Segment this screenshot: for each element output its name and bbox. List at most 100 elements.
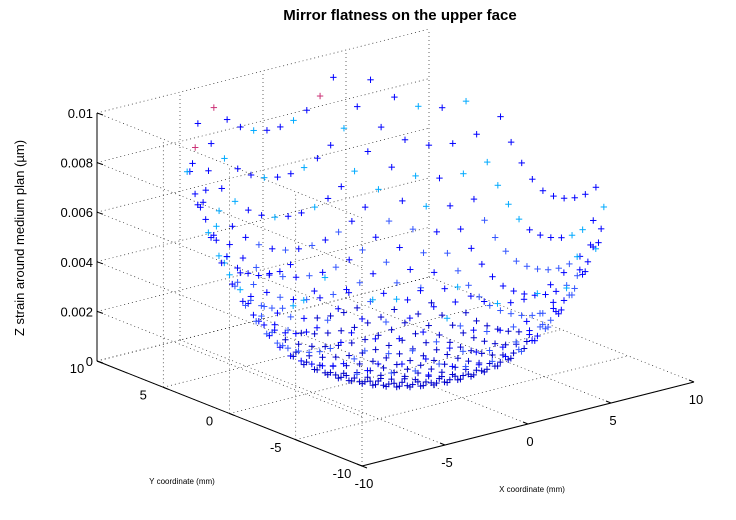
- surface-point: [351, 355, 358, 363]
- surface-point: [372, 234, 379, 241]
- surface-point: [300, 315, 308, 322]
- surface-point: [356, 378, 363, 385]
- surface-point: [226, 271, 233, 278]
- surface-point: [261, 174, 268, 181]
- surface-point: [443, 379, 451, 386]
- surface-point: [584, 258, 592, 265]
- surface-point: [311, 366, 318, 373]
- surface-point: [443, 315, 451, 322]
- surface-point: [491, 234, 499, 241]
- surface-point: [183, 168, 191, 175]
- surface-point: [348, 329, 355, 337]
- surface-point: [316, 92, 324, 100]
- surface-point: [396, 350, 403, 358]
- surface-point: [239, 298, 247, 305]
- surface-point: [425, 371, 432, 379]
- surface-point: [430, 303, 437, 310]
- surface-point: [298, 329, 305, 337]
- surface-point: [401, 136, 409, 143]
- surface-point: [382, 383, 390, 390]
- x-tick-label: 5: [609, 413, 616, 428]
- surface-point: [290, 117, 297, 124]
- surface-point: [205, 229, 212, 236]
- surface-point: [391, 306, 398, 313]
- surface-point: [462, 309, 470, 316]
- surface-point: [409, 225, 417, 233]
- surface-point: [388, 163, 395, 171]
- surface-point: [287, 261, 294, 268]
- surface-point: [550, 192, 557, 200]
- surface-point: [441, 378, 448, 386]
- surface-point: [579, 271, 586, 278]
- surface-point: [348, 339, 355, 347]
- surface-point: [422, 339, 430, 346]
- surface-point: [375, 332, 382, 339]
- surface-point: [353, 304, 361, 312]
- surface-point: [361, 203, 369, 211]
- z-tick-label: 0.006: [60, 205, 93, 220]
- x-tick-mark: [522, 421, 529, 425]
- surface-point: [359, 246, 366, 254]
- surface-point: [202, 216, 209, 223]
- surface-point: [369, 382, 377, 389]
- surface-point: [321, 369, 329, 377]
- x-tick-mark: [439, 442, 446, 446]
- surface-point: [364, 148, 372, 155]
- x-tick-label: 0: [526, 434, 533, 449]
- surface-point: [470, 195, 478, 203]
- surface-point: [284, 344, 292, 352]
- surface-point: [417, 362, 424, 369]
- surface-point: [274, 309, 281, 317]
- surface-point: [282, 246, 289, 254]
- y-tick-mark: [229, 413, 235, 416]
- surface-point: [483, 322, 491, 329]
- surface-point: [303, 296, 310, 303]
- surface-point: [274, 173, 281, 181]
- surface-point: [404, 296, 411, 304]
- surface-point: [393, 383, 400, 391]
- surface-point: [382, 318, 390, 326]
- surface-point: [377, 313, 385, 321]
- surface-point: [526, 331, 533, 338]
- surface-point: [202, 186, 209, 194]
- surface-point: [520, 345, 528, 352]
- surface-point: [327, 312, 334, 320]
- surface-point: [218, 185, 225, 192]
- surface-point: [451, 373, 459, 380]
- surface-point: [459, 372, 467, 379]
- surface-point: [388, 375, 395, 383]
- surface-point: [322, 236, 329, 244]
- surface-point: [316, 348, 323, 355]
- surface-point: [335, 228, 342, 236]
- surface-point: [327, 142, 334, 149]
- surface-point: [380, 382, 387, 389]
- surface-point: [521, 290, 528, 298]
- surface-point: [515, 328, 523, 336]
- surface-point: [366, 377, 374, 385]
- surface-point: [303, 107, 310, 114]
- surface-point: [311, 330, 318, 338]
- surface-point: [237, 269, 244, 277]
- surface-point: [215, 207, 223, 215]
- surface-point: [478, 367, 485, 375]
- surface-point: [542, 291, 549, 298]
- z-tick-label: 0.008: [60, 156, 93, 171]
- surface-point: [449, 363, 456, 370]
- surface-point: [417, 287, 424, 294]
- surface-point: [507, 299, 514, 306]
- surface-point: [446, 344, 453, 352]
- surface-point: [364, 367, 371, 374]
- surface-point: [319, 354, 326, 361]
- surface-point: [205, 167, 212, 174]
- surface-point: [199, 199, 207, 206]
- surface-point: [346, 256, 353, 264]
- surface-point: [300, 361, 308, 368]
- surface-point: [422, 378, 430, 386]
- surface-point: [420, 249, 427, 256]
- surface-point: [491, 340, 499, 347]
- surface-point: [467, 292, 475, 300]
- surface-point: [433, 346, 440, 353]
- surface-point: [454, 355, 462, 362]
- surface-point: [494, 300, 501, 307]
- surface-point: [223, 253, 231, 260]
